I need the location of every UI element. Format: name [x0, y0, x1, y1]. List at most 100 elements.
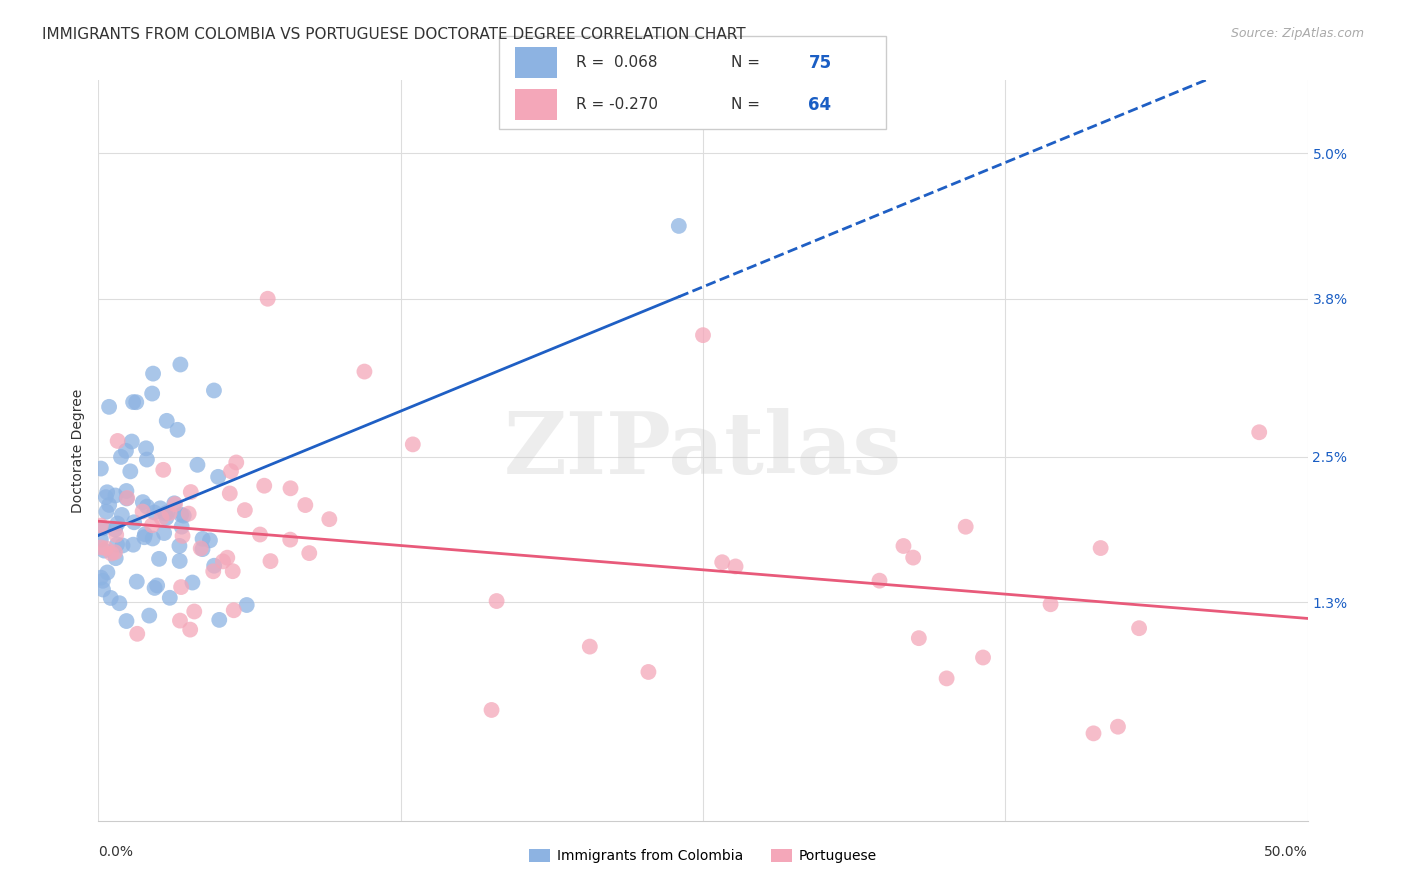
- Point: [186, 458, 208, 472]
- Point: [235, 598, 257, 612]
- Point: [578, 640, 600, 654]
- Point: [481, 703, 503, 717]
- Point: [169, 614, 191, 628]
- Point: [125, 395, 148, 409]
- Point: [955, 520, 977, 534]
- Point: [253, 479, 276, 493]
- Point: [136, 500, 159, 514]
- Point: [127, 627, 149, 641]
- Point: [692, 328, 714, 343]
- Point: [107, 516, 129, 531]
- Point: [1128, 621, 1150, 635]
- Point: [134, 530, 156, 544]
- Point: [104, 488, 127, 502]
- Point: [100, 546, 122, 560]
- Point: [869, 574, 891, 588]
- Point: [163, 496, 186, 510]
- Text: ZIPatlas: ZIPatlas: [503, 409, 903, 492]
- Point: [169, 539, 191, 553]
- Point: [90, 571, 112, 585]
- Point: [155, 511, 177, 525]
- Point: [141, 386, 163, 401]
- Point: [122, 538, 145, 552]
- Point: [170, 580, 193, 594]
- Point: [170, 519, 193, 533]
- Point: [233, 503, 256, 517]
- Point: [711, 555, 734, 569]
- Point: [166, 423, 188, 437]
- Point: [90, 541, 112, 555]
- Point: [105, 528, 128, 542]
- Point: [173, 508, 195, 523]
- Point: [165, 497, 187, 511]
- Point: [138, 608, 160, 623]
- Point: [142, 532, 165, 546]
- Point: [637, 665, 659, 679]
- Text: 75: 75: [808, 54, 831, 72]
- Point: [111, 539, 134, 553]
- Point: [190, 541, 212, 556]
- Point: [353, 365, 375, 379]
- Point: [1039, 597, 1062, 611]
- Point: [318, 512, 340, 526]
- Y-axis label: Doctorate Degree: Doctorate Degree: [70, 388, 84, 513]
- Point: [935, 672, 957, 686]
- Point: [143, 581, 166, 595]
- Point: [225, 455, 247, 469]
- Point: [142, 367, 165, 381]
- Point: [134, 527, 156, 541]
- Text: 64: 64: [808, 96, 831, 114]
- Point: [1107, 720, 1129, 734]
- Point: [111, 508, 134, 522]
- Point: [278, 533, 301, 547]
- Point: [222, 603, 245, 617]
- Point: [150, 511, 173, 525]
- Text: R =  0.068: R = 0.068: [576, 55, 658, 70]
- Point: [152, 463, 174, 477]
- Point: [169, 554, 191, 568]
- Point: [280, 481, 302, 495]
- Point: [96, 505, 118, 519]
- Text: N =: N =: [731, 97, 765, 112]
- Point: [135, 442, 157, 456]
- Point: [298, 546, 321, 560]
- Point: [131, 504, 153, 518]
- Point: [256, 292, 278, 306]
- Point: [179, 623, 201, 637]
- Point: [98, 400, 121, 414]
- Point: [125, 574, 148, 589]
- Point: [135, 452, 157, 467]
- Point: [115, 443, 138, 458]
- Point: [108, 596, 131, 610]
- Point: [96, 566, 118, 580]
- Point: [115, 491, 138, 506]
- Point: [122, 395, 145, 409]
- Point: [218, 486, 240, 500]
- Point: [485, 594, 508, 608]
- Point: [104, 551, 127, 566]
- Point: [153, 526, 176, 541]
- Point: [724, 559, 747, 574]
- Point: [91, 582, 114, 597]
- Point: [105, 537, 128, 551]
- Point: [120, 464, 142, 478]
- Text: Source: ZipAtlas.com: Source: ZipAtlas.com: [1230, 27, 1364, 40]
- Point: [202, 564, 225, 578]
- Point: [90, 461, 112, 475]
- Point: [149, 501, 172, 516]
- Point: [212, 554, 235, 568]
- Point: [91, 574, 114, 588]
- Point: [132, 495, 155, 509]
- Point: [294, 498, 316, 512]
- Text: N =: N =: [731, 55, 765, 70]
- Point: [222, 564, 245, 578]
- Point: [115, 614, 138, 628]
- Point: [901, 550, 924, 565]
- Point: [259, 554, 281, 568]
- Point: [107, 434, 129, 448]
- Point: [191, 532, 214, 546]
- Point: [172, 529, 194, 543]
- Point: [141, 518, 163, 533]
- Point: [91, 521, 114, 535]
- Point: [159, 506, 181, 520]
